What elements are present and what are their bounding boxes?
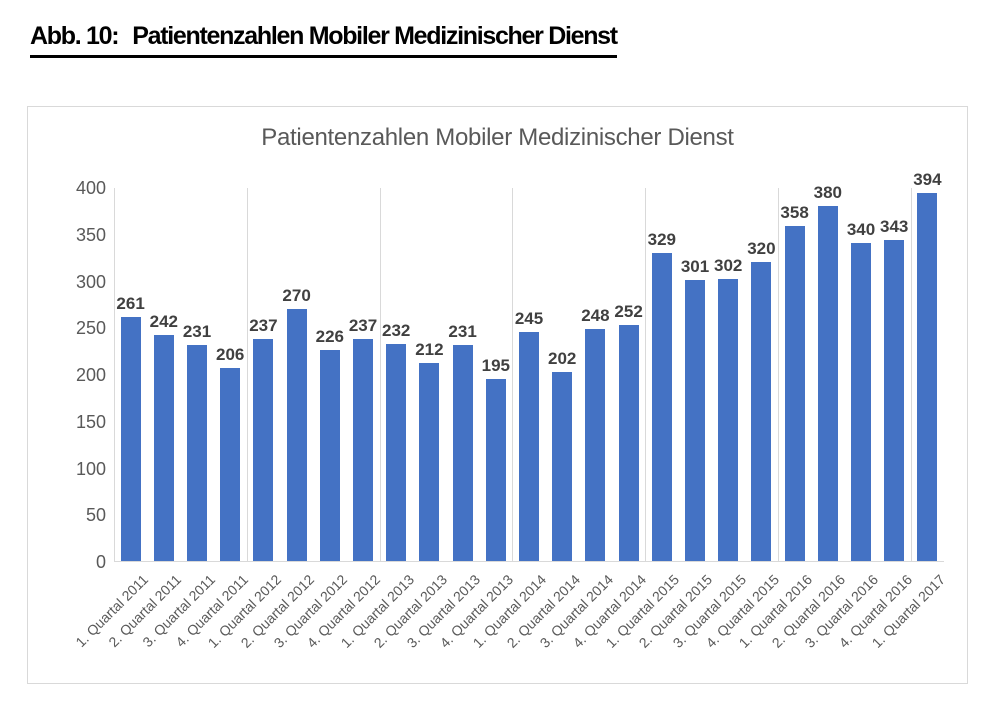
bar (220, 368, 241, 561)
bar (685, 279, 705, 561)
bar (120, 316, 141, 561)
bar (153, 334, 174, 561)
y-axis-label: 0 (95, 552, 106, 572)
year-separator-line (246, 188, 248, 562)
bar-value-label: 270 (282, 285, 311, 305)
bar (485, 378, 506, 561)
bar-value-label: 302 (714, 255, 743, 275)
bar-value-label: 237 (249, 316, 278, 336)
bar (552, 372, 573, 561)
bar-value-label: 320 (747, 238, 776, 258)
bar-value-label: 329 (647, 230, 676, 250)
bar-value-label: 231 (182, 322, 212, 342)
bar (353, 339, 373, 561)
bar-value-label: 340 (846, 220, 876, 240)
bar-value-label: 394 (913, 169, 942, 189)
bar (452, 345, 473, 561)
bar-value-label: 248 (581, 306, 610, 326)
bar (253, 339, 274, 561)
bar-value-label: 245 (514, 308, 544, 328)
plot-area: 0 50 100 150 200 250 300 350 400 261 1. Quartal 20… (72, 170, 948, 651)
bar (319, 349, 340, 561)
figure-caption: Abb. 10: Patientenzahlen Mobiler Medizini… (30, 22, 618, 58)
chart-title: Patientenzahlen Mobiler Medizinischer Di… (261, 124, 734, 151)
bar-value-label: 301 (680, 256, 710, 276)
bar-value-label: 212 (415, 339, 444, 359)
y-axis-label: 50 (85, 505, 106, 526)
bar (884, 240, 905, 561)
bar (917, 192, 938, 561)
bar-value-label: 252 (614, 302, 643, 322)
bar (784, 226, 805, 561)
caption-prefix: Abb. 10: (30, 22, 120, 50)
bar (851, 243, 871, 561)
bar (386, 344, 407, 561)
y-axis-label: 200 (75, 365, 106, 385)
y-axis-label: 400 (75, 178, 106, 198)
bar (519, 331, 539, 561)
year-separator-line (645, 188, 647, 562)
bar (585, 329, 606, 561)
bar-value-label: 202 (548, 349, 577, 369)
bar-value-label: 343 (880, 217, 909, 237)
y-axis-label: 150 (75, 411, 106, 432)
bar-value-label: 380 (813, 182, 842, 202)
year-separator-line (778, 188, 779, 562)
y-axis-label: 250 (75, 318, 106, 339)
bar (187, 345, 207, 561)
year-separator-line (379, 188, 381, 562)
chart: Patientenzahlen Mobiler Medizinischer Di… (27, 106, 968, 684)
y-axis-label: 100 (75, 458, 106, 479)
year-separator-line (910, 188, 912, 562)
bar-value-label: 206 (216, 345, 245, 365)
y-axis-label: 350 (75, 224, 106, 245)
y-axis-label: 300 (75, 271, 106, 292)
y-axis-line (114, 188, 115, 562)
caption-title: Patientenzahlen Mobiler Medizinischer Di… (132, 22, 618, 50)
year-separator-line (512, 188, 514, 562)
bar-value-label: 226 (315, 326, 344, 346)
bar (618, 325, 639, 561)
bar-value-label: 242 (149, 311, 178, 331)
bar (651, 253, 672, 561)
bar-value-label: 231 (448, 322, 477, 342)
bar (718, 278, 739, 561)
bar-value-label: 261 (116, 293, 145, 313)
bar (286, 308, 307, 561)
x-axis-baseline (114, 561, 944, 562)
bar-value-label: 358 (780, 203, 809, 223)
bar-value-label: 232 (382, 321, 411, 341)
bar-value-label: 195 (481, 355, 510, 375)
bar (419, 362, 440, 561)
bar-value-label: 237 (348, 316, 378, 336)
bar (751, 261, 772, 561)
bar (817, 205, 838, 561)
